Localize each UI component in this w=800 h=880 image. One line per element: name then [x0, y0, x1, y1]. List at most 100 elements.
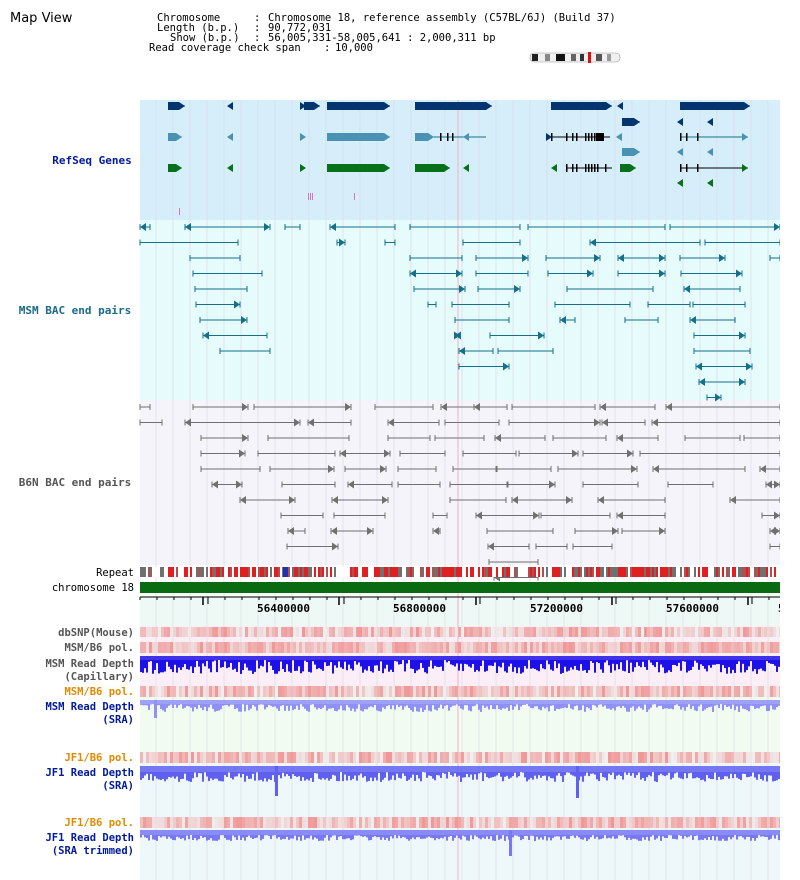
depth-bar	[560, 835, 562, 840]
heat-cell	[308, 686, 311, 697]
depth-bar	[300, 660, 302, 674]
heat-cell	[266, 686, 269, 697]
repeat-element	[270, 567, 272, 577]
msm-bac-track[interactable]	[139, 223, 781, 402]
depth-bar	[502, 660, 504, 663]
heat-cell	[716, 752, 719, 763]
heat-cell	[467, 627, 470, 637]
heat-cell	[461, 686, 464, 697]
depth-bar	[532, 704, 534, 709]
heat-cell	[290, 817, 293, 828]
heat-cell	[554, 752, 557, 763]
heat-cell	[674, 642, 677, 653]
msm-bac-pair-arrow	[659, 254, 665, 262]
b6n-bac-pair-arrow	[185, 418, 191, 427]
heat-cell	[287, 627, 290, 637]
heat-cell	[764, 752, 767, 763]
depth-bar	[212, 772, 214, 780]
heat-cell	[365, 752, 368, 763]
heat-cell	[176, 627, 179, 637]
heat-cell	[641, 686, 644, 697]
depth-bar	[334, 660, 336, 666]
repeat-element	[656, 567, 658, 577]
heat-cell	[503, 752, 506, 763]
repeat-element	[432, 567, 434, 577]
repeat-element	[210, 567, 212, 577]
depth-bar	[244, 772, 246, 782]
heat-cell	[563, 642, 566, 653]
heat-cell	[320, 686, 323, 697]
heat-cell	[692, 642, 695, 653]
repeat-element	[588, 567, 590, 577]
exon-tick	[697, 164, 699, 172]
heat-cell	[650, 627, 653, 637]
repeat-element	[380, 567, 382, 577]
heat-cell	[254, 686, 257, 697]
refseq-genes-track[interactable]	[168, 102, 750, 215]
depth-bar	[268, 772, 270, 780]
depth-bar	[604, 660, 606, 663]
b6n-bac-track[interactable]	[139, 403, 781, 582]
heat-cell	[395, 686, 398, 697]
polymorphism-tracks[interactable]	[140, 627, 782, 828]
depth-bar	[336, 704, 338, 712]
read-depth-tracks[interactable]	[140, 656, 780, 856]
gene-exon-block	[620, 164, 630, 172]
heat-cell	[308, 642, 311, 653]
heat-cell	[662, 686, 665, 697]
heat-cell	[605, 627, 608, 637]
heat-cell	[233, 686, 236, 697]
chromosome-bar[interactable]	[140, 582, 780, 593]
depth-bar	[238, 772, 240, 774]
repeat-element	[398, 567, 400, 577]
depth-bar	[182, 772, 184, 779]
heat-cell	[398, 752, 401, 763]
repeat-element	[640, 567, 642, 577]
heat-cell	[701, 627, 704, 637]
depth-bar	[248, 835, 250, 836]
jf1-read-depth-sra-label: JF1 Read Depth	[45, 767, 134, 779]
depth-bar	[178, 704, 180, 706]
heat-cell	[644, 627, 647, 637]
depth-bar	[258, 772, 260, 781]
heat-cell	[338, 686, 341, 697]
depth-bar	[354, 704, 356, 712]
heat-cell	[539, 627, 542, 637]
heat-cell	[191, 642, 194, 653]
depth-bar	[584, 772, 586, 776]
heat-cell	[749, 817, 752, 828]
repeat-element	[222, 567, 224, 577]
msm-bac-pair-arrow	[410, 269, 416, 278]
repeat-track[interactable]	[140, 567, 780, 577]
repeat-element	[446, 567, 448, 577]
depth-bar	[296, 772, 298, 777]
depth-bar	[172, 835, 174, 840]
depth-bar	[392, 772, 394, 776]
repeat-element	[774, 567, 776, 577]
depth-bar	[690, 772, 692, 773]
heat-cell	[587, 627, 590, 637]
chromosome-ideogram[interactable]	[529, 52, 621, 63]
depth-bar	[630, 772, 632, 776]
heat-cell	[191, 686, 194, 697]
heat-cell	[680, 817, 683, 828]
heat-cell	[773, 752, 776, 763]
heat-cell	[197, 817, 200, 828]
heat-cell	[536, 642, 539, 653]
msm-bac-pair-arrow	[719, 254, 725, 262]
depth-bar	[662, 772, 664, 776]
heat-cell	[428, 817, 431, 828]
heat-cell	[167, 642, 170, 653]
heat-cell	[662, 627, 665, 637]
depth-bar	[434, 772, 436, 781]
depth-bar	[574, 835, 576, 838]
depth-bar	[708, 772, 710, 779]
depth-bar	[338, 772, 340, 782]
msm-bac-pair-arrow	[739, 378, 745, 386]
heat-cell	[482, 627, 485, 637]
depth-bar	[746, 835, 748, 837]
heat-cell	[170, 752, 173, 763]
depth-bar	[336, 772, 338, 781]
heat-cell	[251, 752, 254, 763]
